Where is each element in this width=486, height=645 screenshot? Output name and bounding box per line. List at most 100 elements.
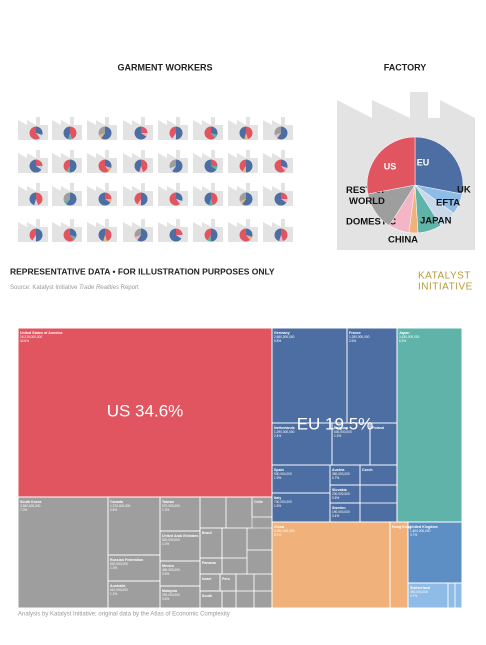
cell-share: 1.5% (274, 504, 281, 508)
cell-name: Italy (274, 496, 281, 500)
mini-pie (211, 126, 218, 136)
mini-pie (68, 133, 73, 140)
cell-value: 930,000,000 (274, 472, 292, 476)
mini-pie (242, 192, 253, 206)
pie-label: US (384, 161, 397, 171)
logo-line2: INITIATIVE (418, 282, 473, 293)
cell-name: South (202, 594, 212, 598)
cell-value: 190,000,000 (332, 510, 350, 514)
mini-pie (103, 235, 108, 242)
mini-pie (134, 159, 141, 173)
mini-pie (176, 126, 183, 140)
cell-name: Australia (110, 584, 126, 588)
cell-value: 610,000,000 (110, 588, 128, 592)
cell-value: 16,219,000,000 (20, 335, 42, 339)
cell-name: Slovakia (332, 488, 348, 492)
cell-share: 1.3% (334, 434, 341, 438)
cell-share: 1.3% (110, 566, 117, 570)
cell-value: 3,150,000,000 (399, 335, 420, 339)
treemap-block (396, 327, 463, 523)
garment-grid (18, 117, 293, 242)
mini-pie (34, 199, 39, 206)
cell-value: 630,000,000 (334, 430, 352, 434)
mini-pie (29, 159, 42, 173)
cell-name: Japan (399, 331, 409, 335)
mini-pie (169, 228, 182, 242)
mini-pie (32, 235, 36, 242)
mini-pie (176, 228, 183, 235)
cell-value: 1,370,000,000 (110, 504, 131, 508)
cell-share: 2.4% (274, 434, 281, 438)
mini-pie (141, 192, 148, 206)
pie-label: JAPAN (420, 216, 452, 227)
mini-pie (29, 228, 36, 241)
cell-name: Germany (274, 331, 290, 335)
cell-share: 2.6% (349, 339, 356, 343)
source: Source: Katalyst Initiative Trade Realit… (10, 285, 139, 291)
mini-pie (204, 192, 211, 206)
mini-pie (279, 235, 284, 242)
mini-pie (137, 199, 141, 206)
mini-pie (98, 159, 109, 173)
mini-pie (239, 159, 246, 172)
source-prefix: Source: Katalyst Initiative (10, 285, 78, 291)
mini-pie (139, 166, 144, 173)
mini-pie (281, 199, 288, 203)
mini-pie (63, 126, 70, 140)
source-suffix: Report (121, 285, 139, 291)
source-italic: Trade Realities (79, 285, 119, 291)
pie-label: EU (417, 157, 430, 167)
mini-pie (63, 228, 74, 242)
cell-name: Czech (362, 468, 373, 472)
mini-pie (169, 192, 180, 206)
cell-share: 0.9% (162, 572, 169, 576)
treemap-cell (407, 582, 449, 609)
mini-pie (239, 199, 246, 205)
mini-pie (141, 159, 148, 173)
cell-value: 2,660,000,000 (274, 335, 295, 339)
mini-pie (274, 133, 281, 139)
mini-pie (134, 192, 141, 205)
pie-slice (414, 136, 464, 195)
cell-share: 2.8% (110, 508, 117, 512)
mini-pie (281, 192, 288, 199)
mini-pie (274, 192, 287, 206)
cell-name: Poland (372, 426, 384, 430)
mini-pie (204, 228, 211, 241)
mini-pie (239, 126, 246, 140)
mini-pie (169, 159, 176, 169)
pie-label: DOMESTIC (346, 217, 396, 228)
cell-name: Malaysia (162, 589, 178, 593)
cell-name: China (274, 525, 285, 529)
mini-pie (105, 192, 112, 199)
cell-value: 350,000,000 (332, 472, 350, 476)
mini-pie (274, 126, 281, 136)
mini-pie (211, 228, 218, 242)
mini-pie (207, 235, 211, 242)
mini-pie (277, 126, 288, 140)
treemap-block (17, 496, 273, 609)
mini-pie (274, 159, 285, 173)
mini-pie (70, 235, 77, 241)
cell-share: 6.5% (399, 339, 406, 343)
garment-title: GARMENT WORKERS (118, 62, 213, 72)
mini-pie (98, 192, 111, 206)
cell-name: Hong Kong (392, 525, 411, 529)
treemap: United States of America16,219,000,00034… (17, 327, 463, 609)
cell-value: 620,000,000 (110, 562, 128, 566)
cell-share: 34.6% (20, 339, 29, 343)
mini-pie (101, 126, 112, 140)
mini-pie (246, 228, 253, 238)
mini-pie (134, 228, 141, 238)
cell-name: United Arab Emirates (162, 534, 198, 538)
mini-pie (105, 228, 112, 242)
mini-pie (36, 126, 43, 136)
cell-share: 1.9% (274, 476, 281, 480)
cell-value: 520,000,000 (162, 538, 180, 542)
mini-pie (70, 126, 77, 140)
cell-name: Spain (274, 468, 284, 472)
mini-pie (281, 159, 288, 169)
mini-pie (36, 133, 43, 139)
cell-value: 350,000,000 (410, 590, 428, 594)
